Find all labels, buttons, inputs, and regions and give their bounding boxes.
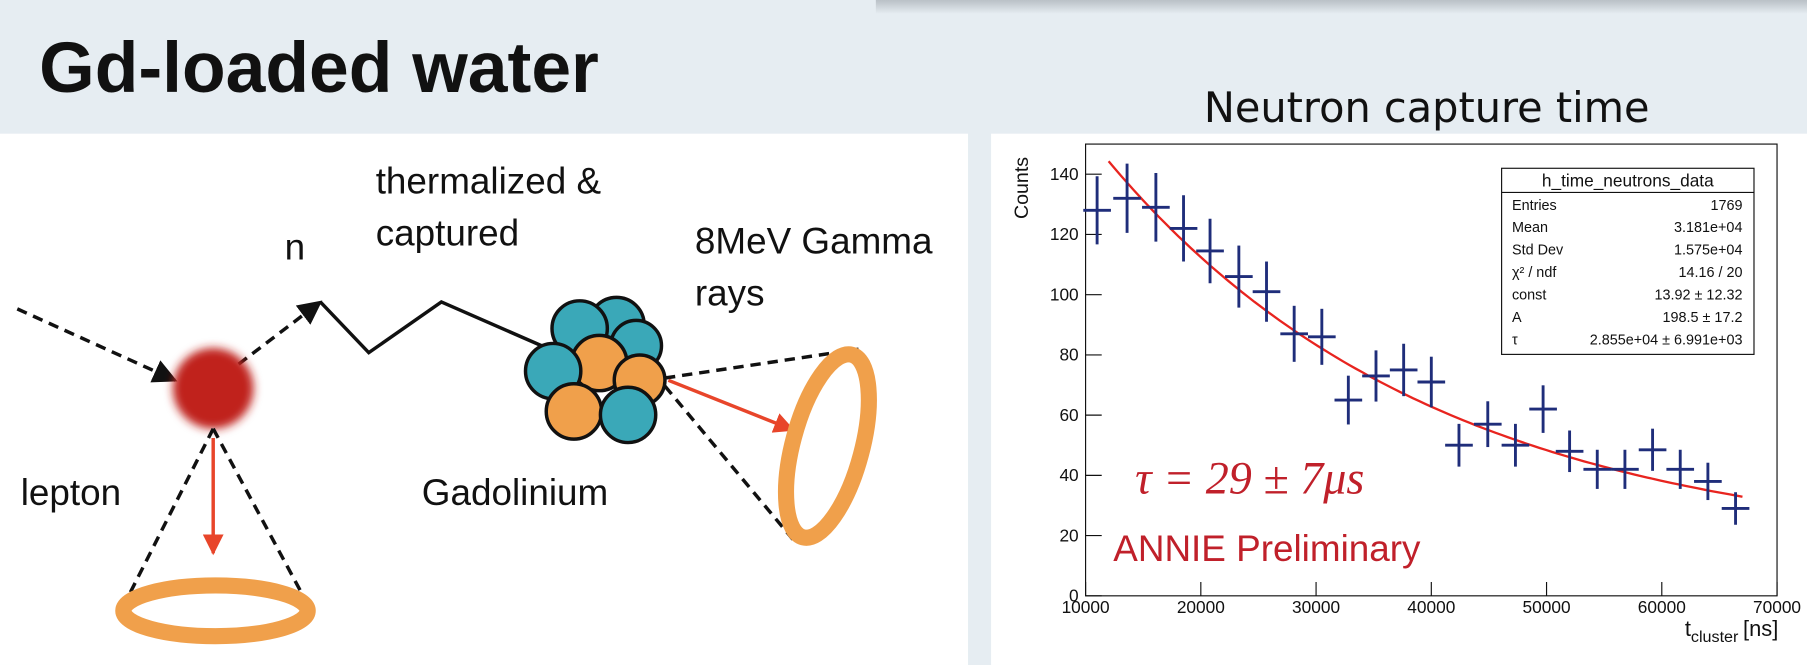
stats-value: 1769 bbox=[1710, 198, 1742, 214]
annotation: τ = 29 ± 7μs bbox=[1135, 452, 1364, 503]
stats-label: Std Dev bbox=[1512, 243, 1564, 259]
diagram-label: 8MeV Gamma bbox=[695, 221, 933, 262]
x-tick-label: 40000 bbox=[1407, 597, 1455, 617]
y-tick-label: 80 bbox=[1059, 345, 1078, 365]
x-tick-label: 20000 bbox=[1177, 597, 1225, 617]
stats-box bbox=[1502, 168, 1754, 354]
x-tick-label: 10000 bbox=[1062, 597, 1110, 617]
y-tick-label: 140 bbox=[1050, 164, 1079, 184]
stats-value: 13.92 ± 12.32 bbox=[1655, 288, 1743, 304]
chart: Neutron capture time Counts tcluster[ns]… bbox=[991, 83, 1807, 665]
stats-value: 198.5 ± 17.2 bbox=[1663, 310, 1743, 326]
y-tick-label: 120 bbox=[1050, 224, 1079, 244]
diagram: thermalized & captured n 8MeV Gamma rays… bbox=[0, 134, 968, 665]
slide-title: Gd-loaded water bbox=[39, 28, 599, 108]
diagram-label: thermalized & bbox=[376, 161, 602, 202]
y-tick-label: 100 bbox=[1050, 284, 1079, 304]
y-tick-label: 60 bbox=[1059, 405, 1078, 425]
x-tick-label: 50000 bbox=[1523, 597, 1571, 617]
stats-value: 3.181e+04 bbox=[1674, 220, 1742, 236]
stats-value: 2.855e+04 ± 6.991e+03 bbox=[1590, 333, 1743, 349]
diagram-label: lepton bbox=[21, 472, 121, 513]
stats-label: const bbox=[1512, 288, 1546, 304]
stats-label: Mean bbox=[1512, 220, 1548, 236]
stats-label: A bbox=[1512, 310, 1522, 326]
stats-label: χ² / ndf bbox=[1512, 265, 1557, 281]
x-axis-label-unit: [ns] bbox=[1743, 616, 1778, 641]
diagram-label: rays bbox=[695, 272, 765, 313]
diagram-label: Gadolinium bbox=[422, 472, 608, 513]
stats-label: τ bbox=[1512, 333, 1518, 349]
x-axis-label-sub: cluster bbox=[1691, 628, 1739, 646]
x-tick-label: 70000 bbox=[1753, 597, 1801, 617]
slide: Gd-loaded water thermalized & captured n… bbox=[0, 0, 1807, 665]
annotation: ANNIE Preliminary bbox=[1113, 528, 1421, 569]
x-tick-label: 60000 bbox=[1638, 597, 1686, 617]
stats-value: 1.575e+04 bbox=[1674, 243, 1742, 259]
stats-label: Entries bbox=[1512, 198, 1557, 214]
y-tick-label: 40 bbox=[1059, 465, 1078, 485]
header-shade bbox=[876, 0, 1807, 14]
diagram-label: captured bbox=[376, 212, 519, 253]
diagram-label: n bbox=[285, 226, 306, 267]
stats-value: 14.16 / 20 bbox=[1678, 265, 1742, 281]
x-tick-label: 30000 bbox=[1292, 597, 1340, 617]
interaction-point bbox=[173, 348, 254, 429]
y-tick-label: 20 bbox=[1059, 525, 1078, 545]
y-axis-label: Counts bbox=[1011, 157, 1033, 219]
stats-title: h_time_neutrons_data bbox=[1542, 171, 1714, 191]
chart-title: Neutron capture time bbox=[1204, 83, 1650, 132]
